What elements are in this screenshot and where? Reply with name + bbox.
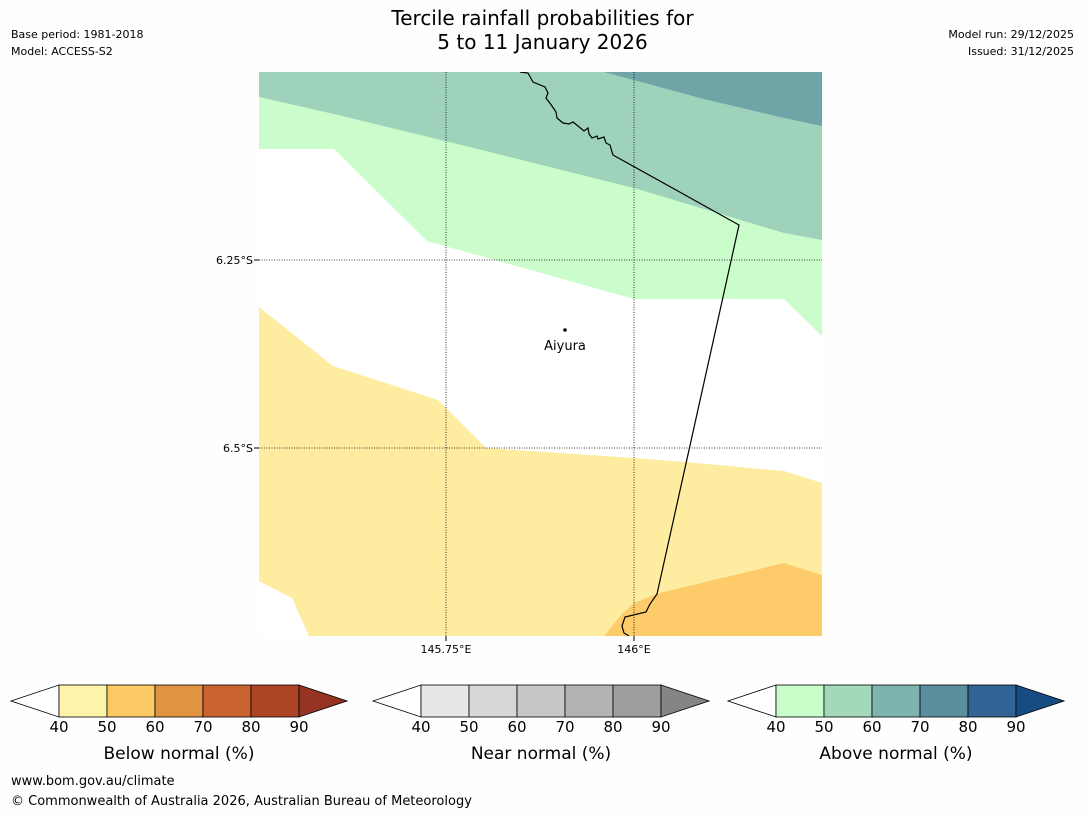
colorbar-under-triangle [10,684,60,718]
colorbar-tick-label: 80 [958,718,978,736]
colorbar-segment [919,684,969,718]
model-name: Model: ACCESS-S2 [11,45,113,58]
colorbar-tick-label: 70 [193,718,213,736]
colorbar-near-normal-graphic [372,684,710,718]
colorbar-tick-label: 40 [49,718,69,736]
colorbar-under-triangle [727,684,777,718]
footer-url[interactable]: www.bom.gov.au/climate [11,774,175,789]
colorbar-over-triangle [298,684,348,718]
issued-date: Issued: 31/12/2025 [967,45,1074,58]
colorbar-tick-label: 70 [910,718,930,736]
colorbar-tick-label: 70 [555,718,575,736]
colorbar-label: Near normal (%) [470,744,612,764]
colorbar-segment [106,684,156,718]
chart-title: Tercile rainfall probabilities for 5 to … [0,6,1085,54]
colorbar-segment [871,684,921,718]
colorbar-segment [154,684,204,718]
colorbar-below-normal-graphic [10,684,348,718]
below-normal-light-region [259,307,822,636]
meta-right: Model run: 29/12/2025 Issued: 31/12/2025 [948,26,1074,60]
aiyura-marker [563,328,567,332]
colorbar-under-triangle [372,684,422,718]
rainfall-map: 6.25°S 6.5°S 145.75°E 146°E Aiyura [216,72,822,656]
probability-shading [259,72,822,636]
colorbar-segment [58,684,108,718]
colorbar-segment [967,684,1017,718]
model-run: Model run: 29/12/2025 [948,28,1074,41]
colorbar-tick-label: 90 [651,718,671,736]
colorbar-segment [775,684,825,718]
meta-left: Base period: 1981-2018 Model: ACCESS-S2 [11,26,143,60]
colorbar-over-triangle [1015,684,1065,718]
colorbar-segment [468,684,518,718]
coastline [519,72,740,636]
base-period: Base period: 1981-2018 [11,28,144,41]
colorbar-tick-label: 50 [459,718,479,736]
place-label-aiyura: Aiyura [544,339,586,354]
lat-label-6-25: 6.25°S [216,254,253,267]
colorbar-tick-label: 60 [507,718,527,736]
colorbar-segment [250,684,300,718]
above-normal-mid-region [259,72,822,240]
colorbar-tick-label: 40 [411,718,431,736]
colorbar-above-normal-graphic [727,684,1065,718]
colorbar-segment [420,684,470,718]
colorbar-tick-label: 50 [814,718,834,736]
colorbar-tick-label: 80 [603,718,623,736]
colorbar-segment [202,684,252,718]
footer-copyright: © Commonwealth of Australia 2026, Austra… [11,794,472,809]
colorbar-segment [564,684,614,718]
colorbar-tick-label: 50 [97,718,117,736]
colorbar-segment [516,684,566,718]
colorbar-tick-label: 90 [1006,718,1026,736]
colorbar-segment [823,684,873,718]
below-normal-mid-region [604,563,822,636]
title-line-1: Tercile rainfall probabilities for [391,6,694,30]
colorbar-label: Above normal (%) [819,744,973,764]
title-line-2: 5 to 11 January 2026 [437,30,648,54]
colorbar-tick-label: 40 [766,718,786,736]
above-normal-dark-region [604,72,822,126]
colorbar-over-triangle [660,684,710,718]
lon-label-145-75: 145.75°E [421,643,472,656]
lon-label-146: 146°E [617,643,650,656]
colorbar-segment [612,684,662,718]
colorbar-tick-label: 60 [862,718,882,736]
colorbar-tick-label: 80 [241,718,261,736]
colorbar-label: Below normal (%) [103,744,255,764]
colorbar-tick-label: 60 [145,718,165,736]
lat-label-6-5: 6.5°S [223,442,253,455]
colorbar-tick-label: 90 [289,718,309,736]
